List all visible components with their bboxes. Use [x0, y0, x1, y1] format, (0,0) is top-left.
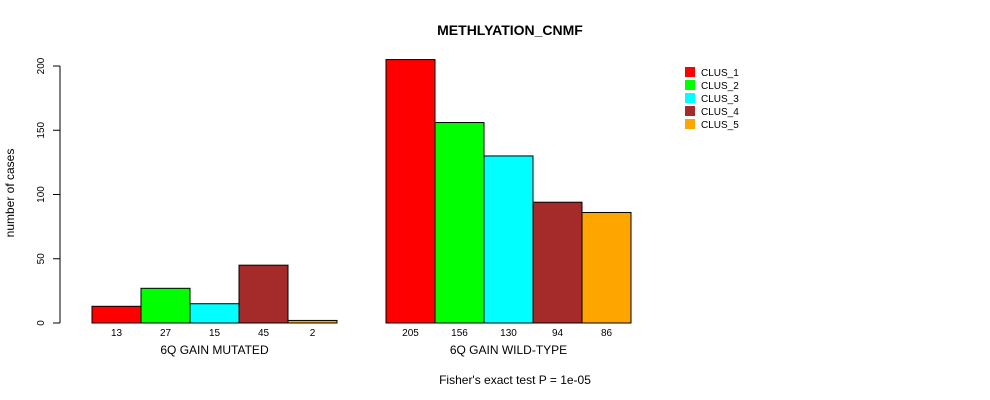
legend-swatch [685, 93, 695, 103]
bar-clus-4 [238, 264, 289, 324]
legend-item: CLUS_2 [685, 80, 739, 92]
bar-group: 13 27 15 45 2 6Q GAIN MUTATED [91, 264, 338, 357]
group-label: 6Q GAIN WILD-TYPE [450, 343, 567, 357]
y-tick-label: 0 [36, 320, 47, 326]
fisher-test-footnote: Fisher's exact test P = 1e-05 [439, 373, 591, 387]
bar-value-label: 205 [402, 328, 419, 339]
legend-swatch [685, 106, 695, 116]
bar-clus-5 [581, 211, 632, 324]
bar-group: 205 156 130 94 86 6Q GAIN WILD-TYPE [385, 59, 632, 357]
bar-clus-3 [189, 303, 240, 324]
legend-swatch [685, 67, 695, 77]
bar-clus-2 [140, 287, 191, 324]
y-tick-label: 200 [36, 57, 47, 74]
bar-value-label: 130 [500, 328, 517, 339]
bar-value-label: 13 [111, 328, 123, 339]
legend-label: CLUS_5 [701, 120, 739, 131]
bars: 13 27 15 45 2 6Q GAIN MUTATED 205 156 130 94 86 6Q … [91, 59, 632, 357]
y-axis: 0 50 100 150 200 [36, 57, 61, 326]
legend-item: CLUS_1 [685, 67, 739, 79]
group-label: 6Q GAIN MUTATED [160, 343, 269, 357]
bar-clus-1 [91, 305, 142, 324]
bar-clus-1 [385, 59, 436, 324]
legend-swatch [685, 119, 695, 129]
legend-label: CLUS_2 [701, 81, 739, 92]
y-tick-label: 100 [36, 186, 47, 203]
bar-clus-5 [287, 319, 338, 324]
legend-label: CLUS_1 [701, 68, 739, 79]
bar-value-label: 45 [258, 328, 270, 339]
legend: CLUS_1 CLUS_2 CLUS_3 CLUS_4 CLUS_5 [685, 67, 739, 131]
y-axis-label: number of cases [3, 149, 17, 238]
bar-value-label: 15 [209, 328, 221, 339]
legend-item: CLUS_3 [685, 93, 739, 105]
bar-clus-2 [434, 122, 485, 324]
chart-title: METHLYATION_CNMF [437, 22, 583, 38]
y-tick-label: 150 [36, 121, 47, 138]
bar-value-label: 27 [160, 328, 172, 339]
y-tick-label: 50 [36, 253, 47, 265]
bar-value-label: 156 [451, 328, 468, 339]
legend-swatch [685, 80, 695, 90]
bar-value-label: 94 [552, 328, 564, 339]
legend-item: CLUS_5 [685, 119, 739, 131]
bar-clus-3 [483, 155, 534, 324]
bar-value-label: 86 [601, 328, 613, 339]
bar-value-label: 2 [310, 328, 316, 339]
legend-item: CLUS_4 [685, 106, 739, 118]
legend-label: CLUS_4 [701, 107, 739, 118]
legend-label: CLUS_3 [701, 94, 739, 105]
bar-clus-4 [532, 201, 583, 324]
